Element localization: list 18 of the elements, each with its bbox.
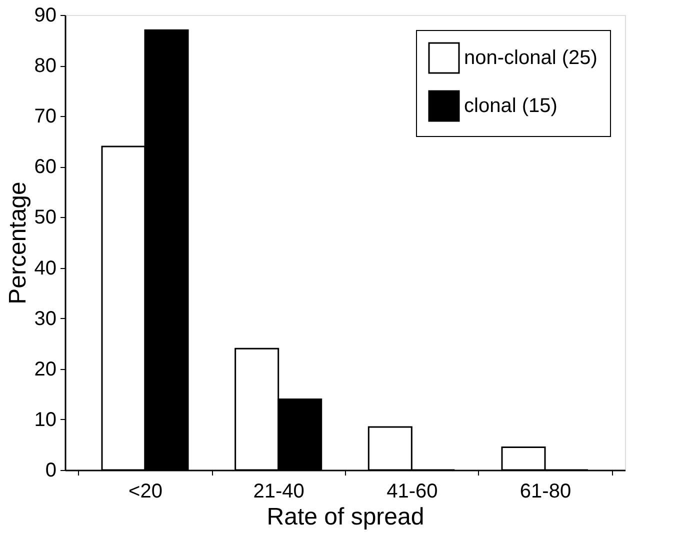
y-tick-label: 40 bbox=[34, 257, 56, 280]
legend-label: non-clonal (25) bbox=[464, 47, 598, 69]
y-tick-label: 70 bbox=[34, 106, 56, 128]
y-tick-label: 80 bbox=[34, 55, 56, 78]
y-tick-label: 10 bbox=[34, 408, 56, 431]
y-tick-label: 90 bbox=[34, 4, 56, 26]
x-tick-label: <20 bbox=[128, 480, 162, 502]
y-tick-label: 0 bbox=[45, 460, 56, 482]
y-tick-label: 30 bbox=[34, 308, 56, 330]
legend-label: clonal (15) bbox=[464, 95, 558, 117]
x-tick-label: 21-40 bbox=[253, 480, 304, 502]
x-tick-label: 61-80 bbox=[520, 480, 572, 502]
y-tick-label: 20 bbox=[34, 358, 56, 380]
y-tick-label: 60 bbox=[34, 156, 56, 178]
y-axis-title: Percentage bbox=[4, 182, 32, 304]
x-tick-label: 41-60 bbox=[386, 480, 438, 502]
y-tick-label: 50 bbox=[34, 206, 56, 229]
x-axis-title: Rate of spread bbox=[266, 504, 424, 530]
